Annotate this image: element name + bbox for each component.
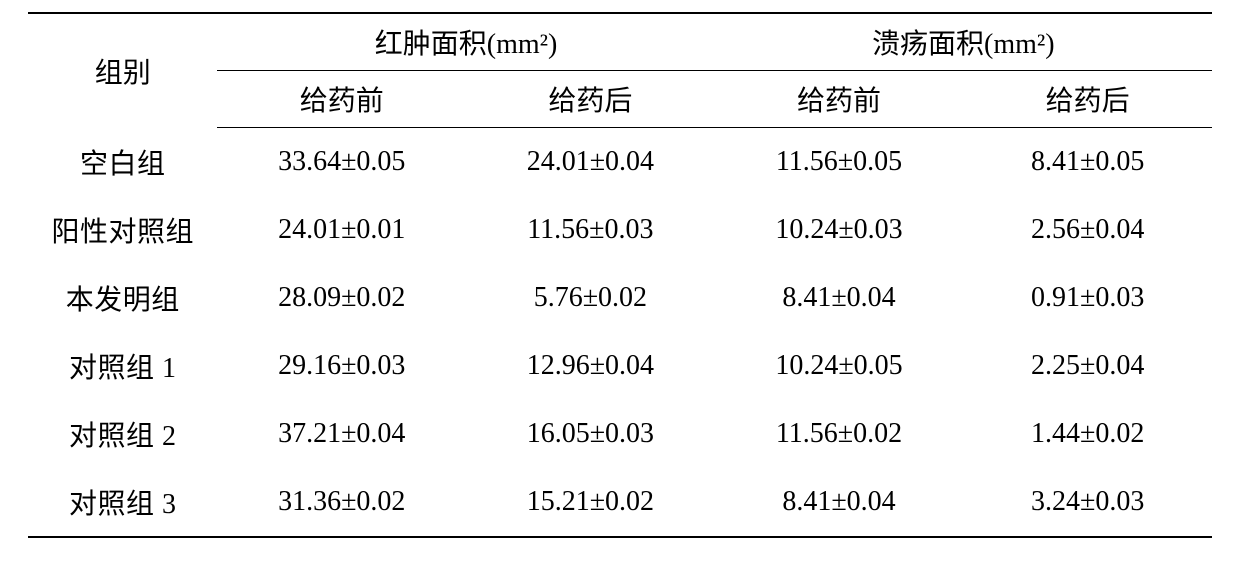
table-row: 对照组 1 29.16±0.03 12.96±0.04 10.24±0.05 2… — [28, 332, 1212, 400]
cell: 8.41±0.05 — [963, 128, 1212, 196]
sub-header-before-1: 给药前 — [217, 71, 466, 128]
cell: 15.21±0.02 — [466, 468, 715, 537]
cell: 0.91±0.03 — [963, 264, 1212, 332]
cell: 11.56±0.05 — [715, 128, 964, 196]
col-header-span-1: 红肿面积(mm²) — [217, 13, 714, 71]
cell: 10.24±0.05 — [715, 332, 964, 400]
header-row-1: 组别 红肿面积(mm²) 溃疡面积(mm²) — [28, 13, 1212, 71]
cell: 24.01±0.04 — [466, 128, 715, 196]
table-row: 空白组 33.64±0.05 24.01±0.04 11.56±0.05 8.4… — [28, 128, 1212, 196]
cell: 16.05±0.03 — [466, 400, 715, 468]
table-row: 对照组 2 37.21±0.04 16.05±0.03 11.56±0.02 1… — [28, 400, 1212, 468]
col-header-span-2: 溃疡面积(mm²) — [715, 13, 1212, 71]
row-label: 本发明组 — [28, 264, 217, 332]
cell: 10.24±0.03 — [715, 196, 964, 264]
cell: 2.25±0.04 — [963, 332, 1212, 400]
cell: 33.64±0.05 — [217, 128, 466, 196]
table-wrapper: 组别 红肿面积(mm²) 溃疡面积(mm²) 给药前 给药后 给药前 给药后 空… — [0, 0, 1240, 566]
table-body: 空白组 33.64±0.05 24.01±0.04 11.56±0.05 8.4… — [28, 128, 1212, 537]
data-table: 组别 红肿面积(mm²) 溃疡面积(mm²) 给药前 给药后 给药前 给药后 空… — [28, 12, 1212, 538]
cell: 24.01±0.01 — [217, 196, 466, 264]
col-header-group: 组别 — [28, 13, 217, 128]
row-label: 空白组 — [28, 128, 217, 196]
cell: 29.16±0.03 — [217, 332, 466, 400]
sub-header-after-1: 给药后 — [466, 71, 715, 128]
cell: 12.96±0.04 — [466, 332, 715, 400]
row-label: 对照组 2 — [28, 400, 217, 468]
table-row: 本发明组 28.09±0.02 5.76±0.02 8.41±0.04 0.91… — [28, 264, 1212, 332]
cell: 1.44±0.02 — [963, 400, 1212, 468]
cell: 11.56±0.03 — [466, 196, 715, 264]
row-label: 对照组 1 — [28, 332, 217, 400]
cell: 37.21±0.04 — [217, 400, 466, 468]
table-row: 阳性对照组 24.01±0.01 11.56±0.03 10.24±0.03 2… — [28, 196, 1212, 264]
sub-header-after-2: 给药后 — [963, 71, 1212, 128]
cell: 31.36±0.02 — [217, 468, 466, 537]
sub-header-before-2: 给药前 — [715, 71, 964, 128]
row-label: 阳性对照组 — [28, 196, 217, 264]
cell: 8.41±0.04 — [715, 264, 964, 332]
cell: 11.56±0.02 — [715, 400, 964, 468]
cell: 8.41±0.04 — [715, 468, 964, 537]
cell: 3.24±0.03 — [963, 468, 1212, 537]
cell: 28.09±0.02 — [217, 264, 466, 332]
row-label: 对照组 3 — [28, 468, 217, 537]
table-row: 对照组 3 31.36±0.02 15.21±0.02 8.41±0.04 3.… — [28, 468, 1212, 537]
cell: 2.56±0.04 — [963, 196, 1212, 264]
cell: 5.76±0.02 — [466, 264, 715, 332]
table-head: 组别 红肿面积(mm²) 溃疡面积(mm²) 给药前 给药后 给药前 给药后 — [28, 13, 1212, 128]
